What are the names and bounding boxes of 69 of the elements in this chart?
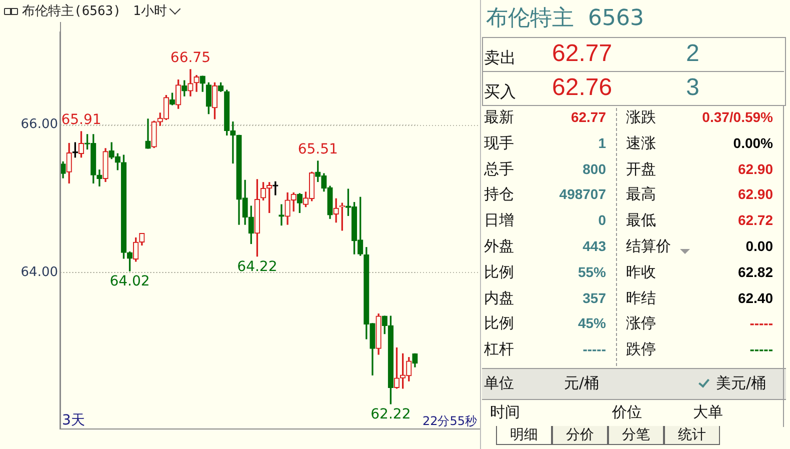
text: 买入 [484,82,516,103]
text: 布伦特主 6563 [486,5,644,33]
text: ----- [582,341,606,358]
text: 价位 [612,403,642,422]
text: 涨跌 [626,108,656,127]
text: 速涨 [626,134,656,153]
text: 涨停 [626,314,656,334]
text: 0.00 [746,238,773,254]
text: ----- [750,341,773,358]
text: 443 [582,238,606,254]
chart-subtitle: 1小时 [132,3,167,20]
y-tick-label: 64.00 [20,264,58,280]
text: 结算价 [626,237,671,256]
text: 分笔 [608,426,664,445]
annotation: 65.51 [298,142,338,158]
text: 55% [578,264,606,280]
text: 杠杆 [484,340,514,360]
text: 62.90 [738,186,773,202]
text: 元/桶 [564,374,600,393]
text: 62.90 [738,160,773,177]
text: ----- [750,315,773,332]
text: 跌停 [626,340,656,360]
text: 美元/桶 [716,374,766,393]
text: 1 [598,134,606,151]
text: 比例 [484,262,514,282]
text: 62.77 [552,40,612,68]
annotation: 62.22 [370,406,411,423]
y-tick-label: 66.00 [20,117,58,132]
text: 45% [578,315,606,332]
text: 明细 [496,426,552,445]
text: 2 [686,40,700,68]
text: 62.77 [570,109,606,125]
text: 62.72 [738,212,773,228]
text: 现手 [484,134,514,153]
text: 内盘 [484,288,514,308]
text: 开盘 [626,160,656,179]
text: 357 [582,290,606,306]
annotation: 3天 [62,412,85,429]
text: 分价 [552,426,608,445]
chart-title: 布伦特主(6563) [22,3,121,20]
text: 最高 [626,185,656,204]
text: 卖出 [484,48,516,69]
annotation: 65.91 [61,112,102,128]
text: 62.40 [738,290,773,306]
text: 昨收 [626,262,656,282]
annotation: 64.22 [237,258,278,275]
text: 总手 [484,160,514,179]
text: 498707 [559,186,606,202]
text: 大单 [693,403,723,422]
annotation: 66.75 [170,50,211,66]
annotation: 64.02 [110,274,150,290]
text: 62.82 [738,264,773,280]
text: 0.37/0.59% [702,109,773,125]
text: 最新 [484,108,514,127]
text: 单位 [484,374,514,393]
text: 比例 [484,314,514,334]
text: 22分55秒 [422,414,477,428]
text: 0 [598,212,606,228]
text: 外盘 [484,237,514,256]
text: 持仓 [484,185,514,204]
text: 日增 [484,211,514,230]
text: 3 [686,74,700,102]
text: 62.76 [552,74,612,102]
text: 时间 [490,403,520,422]
text: 800 [582,160,606,177]
text: 统计 [664,426,720,445]
text: 最低 [626,211,656,230]
text: 昨结 [626,288,656,308]
text: 0.00% [733,134,773,151]
